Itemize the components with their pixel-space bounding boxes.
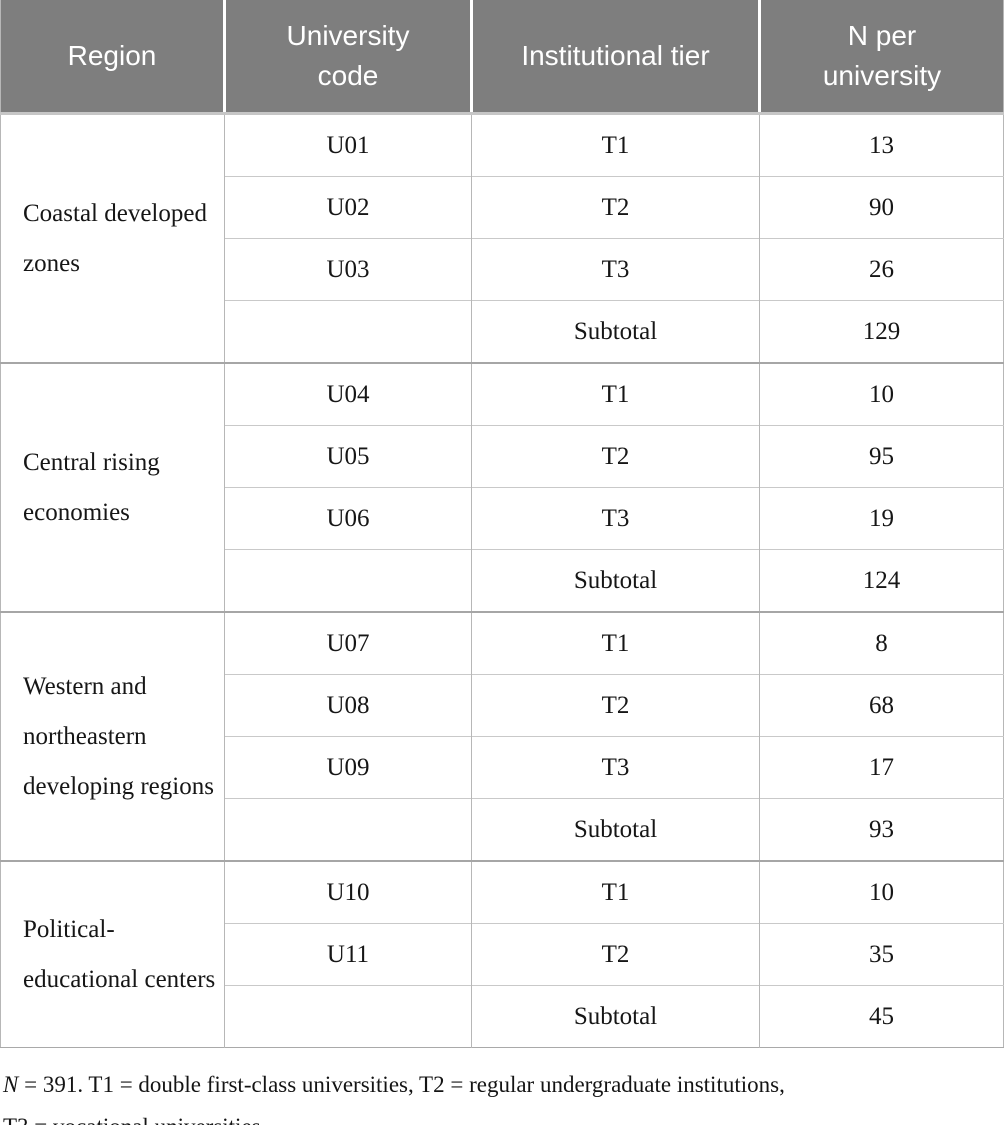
subtotal-label-cell: Subtotal [471,300,760,363]
university-code-cell: U11 [224,923,472,986]
subtotal-value-cell: 124 [759,549,1004,612]
tier-cell: T1 [471,362,760,426]
subtotal-label-cell: Subtotal [471,985,760,1048]
empty-cell [224,300,472,363]
footnote-line-1-text: = 391. T1 = double first-class universit… [18,1072,785,1097]
header-row: Region University code Institutional tie… [0,0,1004,115]
region-cell-central: Central rising economies [0,362,225,612]
university-code-cell: U09 [224,736,472,799]
tier-cell: T1 [471,611,760,675]
subtotal-label-cell: Subtotal [471,549,760,612]
n-cell: 17 [759,736,1004,799]
table-row: U02 T2 90 [1,176,1004,239]
table-row: Western and northeastern developing regi… [0,611,1004,861]
n-cell: 95 [759,425,1004,488]
subtotal-value-cell: 45 [759,985,1004,1048]
tier-cell: T2 [471,176,760,239]
university-code-cell: U06 [224,487,472,550]
table-footnote: N = 391. T1 = double first-class univers… [3,1064,1005,1125]
table-row: Central rising economies U04 T1 10 [0,362,1004,612]
n-cell: 26 [759,238,1004,301]
university-code-cell: U04 [224,362,472,426]
region-cell-political: Political-educational centers [0,860,225,1048]
table-row: U09 T3 17 [1,736,1004,799]
n-cell: 13 [759,113,1004,177]
col-header-n-per-university: N per university [758,0,1004,115]
sample-distribution-table: Region University code Institutional tie… [0,0,1004,1048]
col-header-university-code: University code [223,0,472,115]
n-cell: 35 [759,923,1004,986]
university-code-cell: U07 [224,611,472,675]
subtotal-row: Subtotal 124 [1,549,1004,612]
footnote-line-2: T3 = vocational universities. [3,1106,1005,1125]
subtotal-value-cell: 93 [759,798,1004,861]
footnote-line-1: N = 391. T1 = double first-class univers… [3,1064,1005,1106]
university-code-cell: U10 [224,860,472,924]
n-cell: 10 [759,860,1004,924]
table-row: U08 T2 68 [1,674,1004,737]
university-code-cell: U03 [224,238,472,301]
col-header-institutional-tier: Institutional tier [470,0,760,115]
tier-cell: T2 [471,923,760,986]
empty-cell [224,549,472,612]
subtotal-label-cell: Subtotal [471,798,760,861]
col-header-region: Region [0,0,225,115]
tier-cell: T1 [471,860,760,924]
n-cell: 8 [759,611,1004,675]
empty-cell [224,985,472,1048]
n-cell: 10 [759,362,1004,426]
n-variable: N [3,1072,19,1097]
table-row: U11 T2 35 [1,923,1004,986]
table-row: U03 T3 26 [1,238,1004,301]
university-code-cell: U01 [224,113,472,177]
tier-cell: T2 [471,425,760,488]
tier-cell: T3 [471,736,760,799]
region-cell-coastal: Coastal developed zones [0,113,225,363]
subtotal-value-cell: 129 [759,300,1004,363]
n-cell: 90 [759,176,1004,239]
tier-cell: T2 [471,674,760,737]
table-row: U05 T2 95 [1,425,1004,488]
university-code-cell: U02 [224,176,472,239]
subtotal-row: Subtotal 93 [1,798,1004,861]
subtotal-row: Subtotal 45 [1,985,1004,1048]
table-row: Political-educational centers U10 T1 10 [0,860,1004,1048]
empty-cell [224,798,472,861]
tier-cell: T3 [471,487,760,550]
n-cell: 68 [759,674,1004,737]
n-cell: 19 [759,487,1004,550]
tier-cell: T1 [471,113,760,177]
tier-cell: T3 [471,238,760,301]
region-cell-western: Western and northeastern developing regi… [0,611,225,861]
university-code-cell: U05 [224,425,472,488]
subtotal-row: Subtotal 129 [1,300,1004,363]
table-row: Coastal developed zones U01 T1 13 [0,113,1004,363]
university-code-cell: U08 [224,674,472,737]
table-row: U06 T3 19 [1,487,1004,550]
